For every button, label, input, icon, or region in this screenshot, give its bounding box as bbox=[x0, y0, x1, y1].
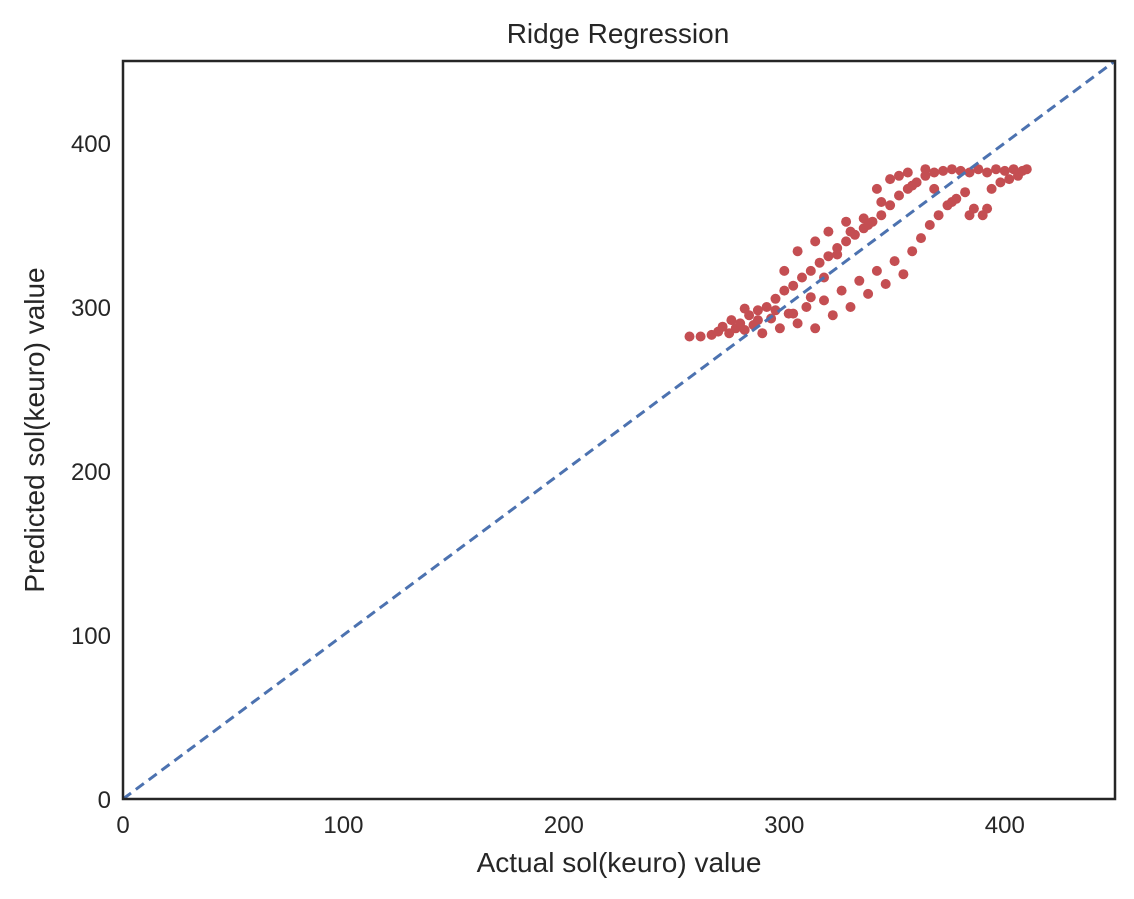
scatter-point bbox=[907, 180, 918, 191]
scatter-point bbox=[946, 197, 957, 207]
scatter-point bbox=[982, 203, 993, 214]
scatter-point bbox=[889, 256, 900, 267]
scatter-point bbox=[752, 305, 763, 316]
x-tick-label: 300 bbox=[764, 812, 804, 839]
scatter-point bbox=[841, 216, 852, 227]
scatter-point bbox=[854, 275, 865, 286]
scatter-point bbox=[938, 165, 949, 176]
scatter-point bbox=[827, 310, 838, 321]
scatter-point bbox=[779, 265, 790, 276]
scatter-point bbox=[792, 318, 803, 329]
x-axis-ticks: 0 100 200 300 400 bbox=[116, 812, 1024, 839]
scatter-point bbox=[933, 210, 944, 221]
x-tick-label: 100 bbox=[323, 812, 363, 839]
scatter-point bbox=[880, 279, 891, 289]
scatter-point bbox=[986, 183, 997, 194]
scatter-point bbox=[845, 302, 856, 312]
scatter-point bbox=[779, 285, 790, 296]
scatter-point bbox=[805, 292, 816, 303]
y-tick-label: 300 bbox=[71, 295, 111, 322]
scatter-point bbox=[814, 257, 825, 268]
chart-title: Ridge Regression bbox=[507, 18, 730, 49]
scatter-point bbox=[819, 295, 829, 306]
y-tick-label: 0 bbox=[98, 787, 111, 814]
scatter-point bbox=[885, 174, 896, 185]
scatter-point bbox=[863, 288, 874, 299]
scatter-point bbox=[823, 226, 834, 237]
x-tick-label: 200 bbox=[544, 812, 584, 839]
scatter-point bbox=[810, 323, 821, 334]
x-tick-label: 0 bbox=[116, 812, 129, 839]
scatter-point bbox=[929, 167, 940, 178]
plot-area bbox=[122, 59, 1116, 801]
scatter-point bbox=[999, 165, 1010, 176]
scatter-point bbox=[774, 323, 785, 334]
scatter-point bbox=[836, 285, 847, 296]
scatter-point bbox=[871, 183, 882, 194]
scatter-point bbox=[898, 269, 909, 280]
scatter-point bbox=[902, 167, 913, 178]
scatter-point bbox=[797, 272, 807, 283]
scatter-point bbox=[841, 236, 852, 247]
scatter-point bbox=[757, 328, 768, 339]
y-tick-label: 100 bbox=[71, 623, 111, 650]
scatter-point bbox=[792, 246, 803, 257]
y-tick-label: 400 bbox=[71, 131, 111, 158]
scatter-point bbox=[907, 246, 918, 257]
scatter-point bbox=[739, 303, 750, 314]
scatter-point bbox=[929, 183, 940, 194]
x-axis-label: Actual sol(keuro) value bbox=[477, 847, 762, 878]
scatter-point bbox=[695, 331, 706, 342]
scatter-point bbox=[1021, 164, 1032, 175]
scatter-point bbox=[823, 251, 834, 262]
scatter-point bbox=[726, 315, 737, 326]
scatter-point bbox=[752, 315, 763, 326]
scatter-point bbox=[858, 213, 869, 224]
scatter-point bbox=[1004, 174, 1015, 185]
x-tick-label: 400 bbox=[985, 812, 1025, 839]
scatter-point bbox=[946, 164, 957, 175]
scatter-point bbox=[788, 308, 799, 319]
scatter-point bbox=[916, 233, 926, 244]
plot-frame bbox=[121, 59, 1117, 801]
scatter-point bbox=[801, 302, 812, 312]
scatter-point bbox=[845, 226, 856, 237]
scatter-point bbox=[739, 325, 750, 335]
scatter-point bbox=[885, 200, 896, 211]
scatter-point bbox=[920, 164, 931, 175]
scatter-point bbox=[761, 302, 772, 312]
y-tick-label: 200 bbox=[71, 459, 111, 486]
scatter-point bbox=[995, 177, 1006, 188]
scatter-point bbox=[876, 197, 887, 207]
scatter-point bbox=[788, 280, 799, 291]
scatter-point bbox=[991, 164, 1001, 175]
scatter-point bbox=[960, 187, 971, 198]
scatter-point bbox=[924, 220, 935, 230]
scatter-point bbox=[810, 236, 821, 247]
scatter-point bbox=[871, 265, 882, 276]
y-axis-label: Predicted sol(keuro) value bbox=[19, 267, 50, 592]
scatter-point bbox=[894, 190, 904, 201]
scatter-point bbox=[770, 293, 781, 304]
scatter-point bbox=[964, 210, 975, 221]
scatter-point bbox=[684, 331, 695, 342]
scatter-point bbox=[717, 321, 728, 332]
scatter-point bbox=[973, 164, 984, 175]
scatter-point bbox=[964, 167, 975, 178]
y-axis-ticks: 0 100 200 300 400 bbox=[71, 131, 111, 814]
scatter-point bbox=[770, 305, 781, 316]
reference-diagonal-line bbox=[122, 59, 1116, 801]
scatter-points bbox=[684, 164, 1032, 342]
scatter-point bbox=[982, 167, 993, 178]
scatter-point bbox=[894, 170, 904, 181]
scatter-point bbox=[832, 249, 843, 260]
scatter-point bbox=[805, 265, 816, 276]
scatter-point bbox=[876, 210, 887, 221]
